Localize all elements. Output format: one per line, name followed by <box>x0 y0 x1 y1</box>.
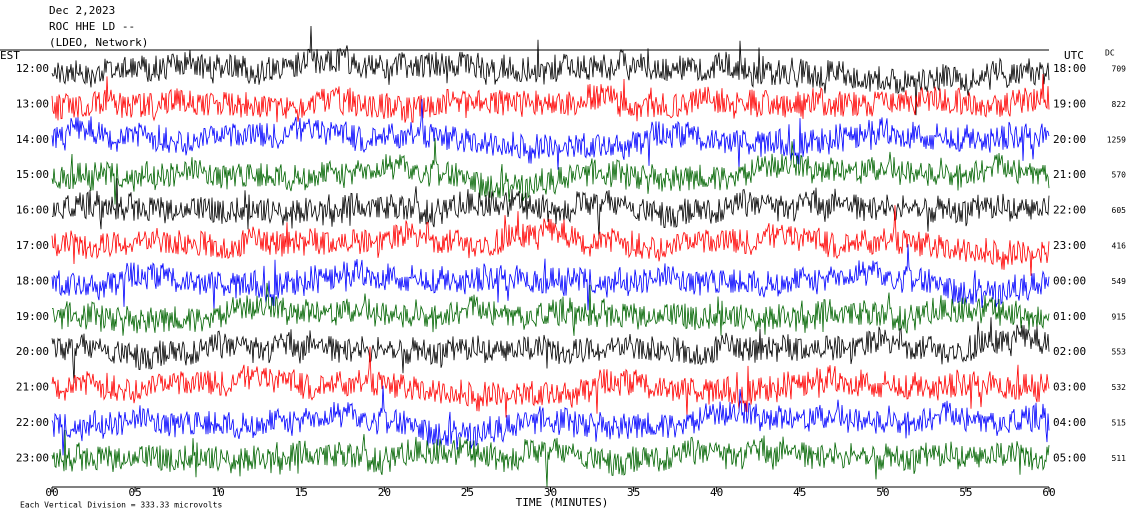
dc-label: 605 <box>1112 206 1127 215</box>
utc-label: 22:00 <box>1053 204 1086 217</box>
footnote: Each Vertical Division = 333.33 microvol… <box>20 501 222 510</box>
trace <box>51 98 1050 170</box>
dc-title: DC <box>1105 49 1115 58</box>
trace <box>51 178 1050 239</box>
trace <box>52 282 1050 336</box>
x-tick-label: 35 <box>627 486 640 499</box>
est-label: 22:00 <box>16 416 49 429</box>
x-axis-label: TIME (MINUTES) <box>516 496 609 509</box>
est-label: 13:00 <box>16 97 49 110</box>
dc-label: 549 <box>1112 277 1127 286</box>
dc-label: 822 <box>1112 100 1127 109</box>
utc-label: 18:00 <box>1053 62 1086 75</box>
utc-label: 02:00 <box>1053 345 1086 358</box>
est-label: 20:00 <box>16 345 49 358</box>
x-tick-label: 30 <box>544 486 557 499</box>
trace <box>51 205 1050 276</box>
est-label: 16:00 <box>16 204 49 217</box>
dc-label: 709 <box>1112 65 1127 74</box>
utc-label: 03:00 <box>1053 381 1086 394</box>
trace <box>51 385 1050 456</box>
trace <box>51 429 1050 487</box>
utc-label: 23:00 <box>1053 239 1086 252</box>
dc-label: 532 <box>1112 383 1127 392</box>
est-label: 15:00 <box>16 168 49 181</box>
traces <box>51 25 1050 487</box>
dc-label: 511 <box>1112 454 1127 463</box>
dc-label: 553 <box>1112 348 1127 357</box>
x-tick-label: 15 <box>295 486 308 499</box>
utc-label: 04:00 <box>1053 416 1086 429</box>
est-label: 17:00 <box>16 239 49 252</box>
x-tick-label: 40 <box>710 486 723 499</box>
utc-label: 21:00 <box>1053 168 1086 181</box>
est-title: EST <box>0 49 20 62</box>
dc-label: 416 <box>1112 242 1127 251</box>
est-label: 19:00 <box>16 310 49 323</box>
x-tick-label: 05 <box>128 486 141 499</box>
dc-label: 570 <box>1112 171 1127 180</box>
header-date: Dec 2,2023 <box>49 4 115 17</box>
trace <box>51 25 1050 116</box>
x-tick-label: 55 <box>959 486 972 499</box>
trace <box>51 244 1050 311</box>
x-tick-label: 60 <box>1042 486 1055 499</box>
dc-label: 515 <box>1112 419 1127 428</box>
trace <box>51 317 1050 384</box>
x-tick-label: 25 <box>461 486 474 499</box>
utc-title: UTC <box>1064 49 1084 62</box>
utc-label: 05:00 <box>1053 451 1086 464</box>
est-label: 12:00 <box>16 62 49 75</box>
est-label: 14:00 <box>16 133 49 146</box>
est-label: 23:00 <box>16 451 49 464</box>
trace <box>51 73 1050 123</box>
x-tick-label: 10 <box>212 486 225 499</box>
est-label: 21:00 <box>16 381 49 394</box>
dc-label: 915 <box>1112 312 1127 321</box>
utc-label: 00:00 <box>1053 274 1086 287</box>
trace <box>51 346 1050 418</box>
utc-label: 19:00 <box>1053 97 1086 110</box>
x-tick-label: 20 <box>378 486 391 499</box>
utc-label: 01:00 <box>1053 310 1086 323</box>
x-tick-label: 00 <box>45 486 58 499</box>
utc-label: 20:00 <box>1053 133 1086 146</box>
est-label: 18:00 <box>16 274 49 287</box>
dc-label: 1259 <box>1107 135 1126 144</box>
x-tick-label: 45 <box>793 486 806 499</box>
trace <box>51 137 1050 205</box>
header-network: (LDEO, Network) <box>49 36 148 49</box>
header-station: ROC HHE LD -- <box>49 20 135 33</box>
x-tick-label: 50 <box>876 486 889 499</box>
